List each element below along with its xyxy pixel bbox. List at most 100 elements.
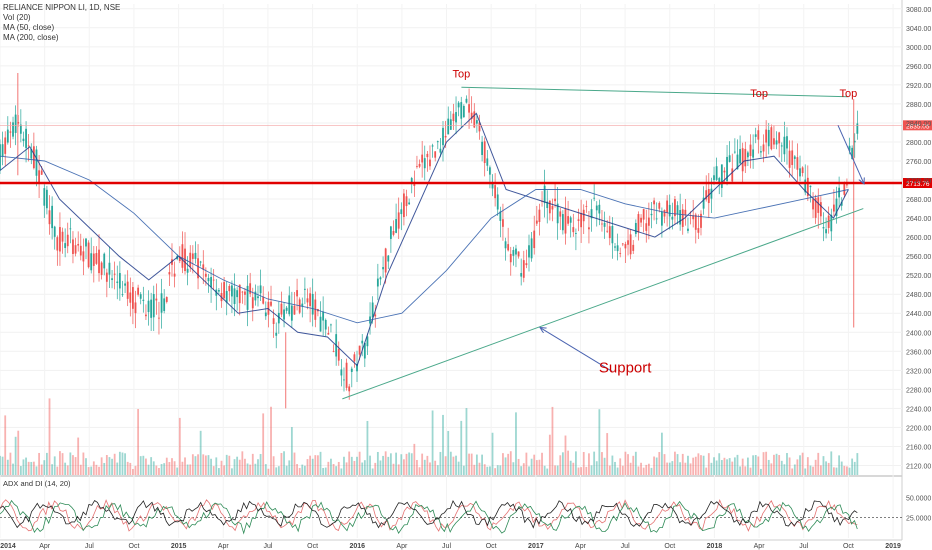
volume-bar <box>95 464 98 475</box>
candle-body <box>715 166 718 180</box>
candle-body <box>486 158 489 166</box>
candle-body <box>30 149 33 159</box>
candle-body <box>520 273 523 277</box>
candle-body <box>165 297 168 302</box>
volume-bar <box>614 461 616 475</box>
candle-body <box>548 200 551 214</box>
candle-body <box>843 184 846 195</box>
candle-body <box>233 288 236 305</box>
candle-body <box>608 226 611 239</box>
volume-bar <box>238 459 241 475</box>
candle-body <box>387 255 390 262</box>
volume-bar <box>324 467 327 475</box>
candle-body <box>366 336 369 347</box>
x-tick-label: Oct <box>843 543 854 550</box>
x-tick-label: Oct <box>486 543 497 550</box>
volume-bar <box>809 465 812 475</box>
volume-bar <box>746 457 749 475</box>
volume-bar <box>421 453 424 475</box>
volume-bar <box>739 466 741 475</box>
candle-body <box>812 199 814 210</box>
volume-bar <box>707 453 710 475</box>
volume-bar <box>478 462 481 475</box>
top-annotation: Top <box>840 88 858 100</box>
candle-body <box>217 290 220 292</box>
volume-bar <box>840 461 843 475</box>
volume-bar <box>46 452 48 475</box>
candle-body <box>601 223 603 225</box>
candle-body <box>627 240 629 245</box>
y-tick-label: 2120.00 <box>906 463 931 470</box>
candle-body <box>814 197 817 218</box>
candle-body <box>475 120 478 124</box>
volume-bar <box>757 456 760 475</box>
candle-body <box>254 291 257 301</box>
candle-body <box>577 219 580 221</box>
candle-body <box>197 258 199 279</box>
volume-bar <box>403 459 405 475</box>
candle-body <box>322 311 325 321</box>
candle-body <box>856 123 859 134</box>
candle-body <box>538 209 541 223</box>
volume-bar <box>150 457 153 475</box>
volume-bar <box>6 459 9 475</box>
candle-body <box>595 205 598 211</box>
volume-bar <box>575 451 577 475</box>
candle-body <box>27 145 30 147</box>
candle-body <box>494 185 497 199</box>
candle-body <box>840 201 843 206</box>
candle-body <box>606 230 609 232</box>
candle-body <box>259 285 262 294</box>
candle-body <box>225 291 228 303</box>
candle-body <box>603 222 606 227</box>
volume-bar <box>145 458 147 475</box>
candle-body <box>621 243 624 245</box>
candle-body <box>637 214 640 233</box>
volume-bar <box>288 460 291 475</box>
candle-body <box>46 189 48 209</box>
volume-bar <box>567 450 569 475</box>
candle-body <box>223 282 226 299</box>
candle-body <box>827 215 830 228</box>
volume-bar <box>366 420 369 475</box>
volume-bar <box>676 454 679 475</box>
volume-bar <box>356 456 358 475</box>
candle-body <box>801 167 804 174</box>
candle-body <box>504 241 507 249</box>
candle-body <box>470 112 473 120</box>
candle-body <box>272 318 275 324</box>
volume-bar <box>116 462 119 475</box>
indicator-vol: Vol (20) <box>3 13 31 22</box>
volume-bar <box>147 464 150 475</box>
candle-body <box>546 201 549 209</box>
candle-body <box>483 141 486 164</box>
y-tick-label: 2800.00 <box>906 140 931 147</box>
candle-body <box>645 223 648 231</box>
candle-body <box>374 314 377 317</box>
volume-bar <box>413 443 416 475</box>
volume-bar <box>848 467 851 475</box>
y-tick-label: 2240.00 <box>906 406 931 413</box>
volume-bar <box>767 459 770 475</box>
candle-body <box>528 245 530 258</box>
candle-body <box>434 151 437 158</box>
candle-body <box>489 167 491 175</box>
candle-body <box>473 111 476 128</box>
volume-bar <box>87 467 90 475</box>
y-tick-label: 2680.00 <box>906 197 931 204</box>
volume-bar <box>538 459 541 475</box>
volume-bar <box>525 452 528 475</box>
volume-bar <box>358 451 361 475</box>
volume-bar <box>741 458 744 475</box>
candle-body <box>512 250 515 256</box>
volume-bar <box>595 461 598 475</box>
volume-bar <box>783 464 786 475</box>
candle-body <box>522 260 525 278</box>
top-annotation: Top <box>750 88 768 100</box>
resistance-price-tag <box>903 177 932 188</box>
candle-body <box>64 243 67 248</box>
volume-bar <box>231 468 233 475</box>
candle-body <box>358 345 361 355</box>
volume-bar <box>290 427 293 475</box>
candle-body <box>533 230 536 249</box>
